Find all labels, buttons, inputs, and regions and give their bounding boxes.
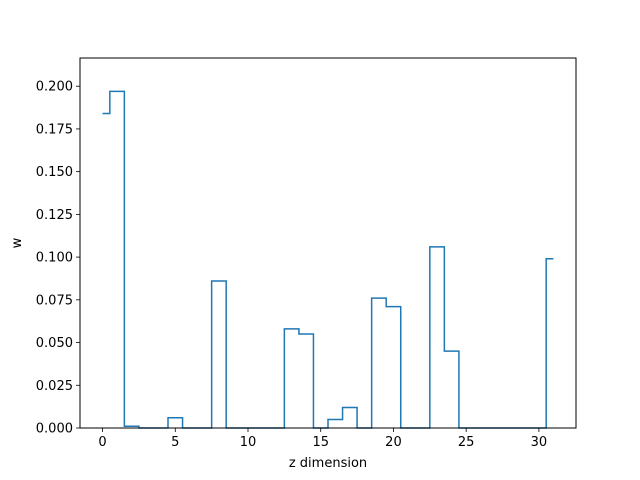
y-tick-label: 0.100 bbox=[36, 251, 73, 266]
y-tick-label: 0.000 bbox=[36, 422, 73, 437]
x-tick-label: 25 bbox=[458, 435, 475, 450]
x-tick-label: 0 bbox=[98, 435, 106, 450]
x-tick-label: 30 bbox=[531, 435, 548, 450]
y-tick-label: 0.050 bbox=[36, 336, 73, 351]
y-tick-label: 0.200 bbox=[36, 80, 73, 95]
y-tick-label: 0.025 bbox=[36, 379, 73, 394]
y-tick-label: 0.075 bbox=[36, 293, 73, 308]
y-tick-label: 0.125 bbox=[36, 208, 73, 223]
x-tick-label: 10 bbox=[240, 435, 257, 450]
x-axis: 0 5 10 15 20 25 30 bbox=[98, 428, 547, 450]
y-axis: 0.000 0.025 0.050 0.075 0.100 0.125 0.150 0.175… bbox=[36, 80, 80, 437]
y-tick-label: 0.175 bbox=[36, 122, 73, 137]
x-tick-label: 5 bbox=[171, 435, 179, 450]
y-tick-label: 0.150 bbox=[36, 165, 73, 180]
x-tick-label: 15 bbox=[312, 435, 329, 450]
x-tick-label: 20 bbox=[385, 435, 402, 450]
axes-frame bbox=[79, 57, 577, 429]
y-axis-label: w bbox=[10, 237, 25, 248]
x-axis-label: z dimension bbox=[289, 456, 367, 471]
